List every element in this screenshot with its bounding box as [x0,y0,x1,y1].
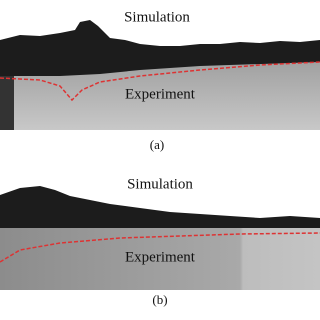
simulation-label: Simulation [124,9,190,25]
experiment-label: Experiment [125,249,196,265]
caption: (a) [150,137,164,152]
caption: (b) [152,292,167,307]
panel-a: Simulation Experiment (a) [0,9,320,152]
simulation-silhouette [0,186,320,228]
experiment-label: Experiment [125,86,196,102]
panel-b: Simulation Experiment (b) [0,176,320,307]
simulation-label: Simulation [127,176,193,192]
simulation-silhouette [0,20,320,76]
interface-line [0,61,320,102]
